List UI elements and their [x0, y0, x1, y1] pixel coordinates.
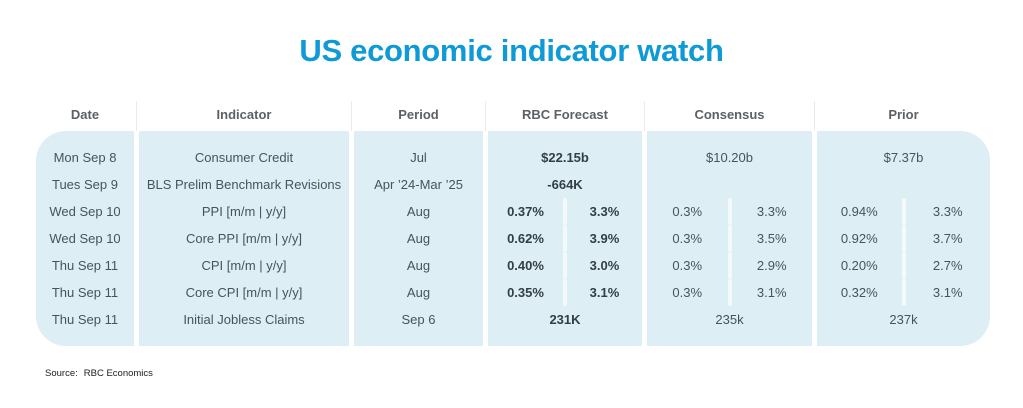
value-mm: 0.20%	[840, 258, 878, 273]
table-cell: Initial Jobless Claims	[183, 312, 305, 327]
source-value: RBC Economics	[83, 368, 153, 379]
table-cell: 0.3% 2.9%	[647, 252, 812, 279]
table-cell: 235k	[715, 312, 744, 327]
value-mm: 0.3%	[672, 231, 703, 246]
table-cell: Mon Sep 8	[53, 150, 117, 165]
value-yy: 3.9%	[589, 231, 620, 246]
table-cell: Aug	[406, 204, 431, 219]
table-cell: Tues Sep 9	[51, 177, 118, 192]
table-cell: 0.3% 3.5%	[647, 225, 812, 252]
table-cell: 0.35% 3.1%	[488, 279, 642, 306]
table-cell: Aug	[406, 258, 431, 273]
value-yy: 3.0%	[589, 258, 620, 273]
column-header-date: Date	[36, 98, 137, 131]
table-cell: Core CPI [m/m | y/y]	[185, 285, 303, 300]
table-cell: Consumer Credit	[194, 150, 294, 165]
table-cell: Apr ’24-Mar ’25	[374, 177, 463, 192]
table-header-row: Date Indicator Period RBC Forecast Conse…	[36, 98, 990, 131]
value-mm: 0.92%	[840, 231, 878, 246]
column-date: Mon Sep 8 Tues Sep 9 Wed Sep 10 Wed Sep …	[36, 131, 134, 346]
subcolumn-divider	[563, 279, 567, 306]
table-cell: Jul	[410, 150, 427, 165]
column-consensus: $10.20b 0.3% 3.3% 0.3% 3.5% 0.3% 2.9% 0.3% 3…	[647, 131, 812, 346]
subcolumn-divider	[901, 198, 906, 225]
column-header-rbc-forecast: RBC Forecast	[488, 98, 645, 131]
column-header-indicator: Indicator	[139, 98, 352, 131]
value-yy: 3.1%	[589, 285, 620, 300]
value-yy: 3.3%	[589, 204, 620, 219]
table-cell: Aug	[406, 285, 431, 300]
subcolumn-divider	[901, 225, 906, 252]
table-cell: Core PPI [m/m | y/y]	[185, 231, 303, 246]
column-header-prior: Prior	[888, 107, 919, 122]
table-cell: Aug	[406, 231, 431, 246]
table-body: Mon Sep 8 Tues Sep 9 Wed Sep 10 Wed Sep …	[36, 131, 990, 346]
subcolumn-divider	[563, 252, 567, 279]
column-header-consensus: Consensus	[647, 98, 815, 131]
subcolumn-divider	[901, 279, 906, 306]
table-cell: $7.37b	[883, 150, 924, 165]
table-cell: $22.15b	[541, 150, 589, 165]
value-mm: 0.3%	[672, 285, 703, 300]
value-yy: 3.7%	[932, 231, 963, 246]
table-cell: 0.37% 3.3%	[488, 198, 642, 225]
subcolumn-divider	[901, 252, 906, 279]
value-mm: 0.37%	[507, 204, 544, 219]
table-cell	[647, 171, 812, 198]
table-cell: Thu Sep 11	[51, 312, 119, 327]
value-mm: 0.62%	[507, 231, 544, 246]
value-yy: 2.7%	[932, 258, 963, 273]
subcolumn-divider	[727, 198, 732, 225]
table-cell: 0.3% 3.3%	[647, 198, 812, 225]
page-title: US economic indicator watch	[299, 33, 724, 68]
column-period: Jul Apr ’24-Mar ’25 Aug Aug Aug Aug Sep …	[354, 131, 483, 346]
value-yy: 3.5%	[756, 231, 787, 246]
value-mm: 0.3%	[672, 258, 703, 273]
table-cell	[817, 171, 990, 198]
table-cell: Wed Sep 10	[49, 204, 121, 219]
value-yy: 3.3%	[756, 204, 787, 219]
source-note: Source: RBC Economics	[45, 368, 153, 379]
table-cell: Thu Sep 11	[51, 285, 119, 300]
column-rbc-forecast: $22.15b -664K 0.37% 3.3% 0.62% 3.9% 0.40% 3…	[488, 131, 642, 346]
table-cell: 0.40% 3.0%	[488, 252, 642, 279]
table-cell: Thu Sep 11	[51, 258, 119, 273]
table-cell: 0.3% 3.1%	[647, 279, 812, 306]
value-mm: 0.40%	[507, 258, 544, 273]
table-cell: 0.32% 3.1%	[817, 279, 990, 306]
table-cell: -664K	[547, 177, 583, 192]
table-cell: Wed Sep 10	[49, 231, 121, 246]
column-indicator: Consumer Credit BLS Prelim Benchmark Rev…	[139, 131, 349, 346]
table-cell: 0.94% 3.3%	[817, 198, 990, 225]
table-cell: $10.20b	[706, 150, 753, 165]
subcolumn-divider	[563, 225, 567, 252]
column-header-period: Period	[354, 98, 486, 131]
table-cell: BLS Prelim Benchmark Revisions	[146, 177, 342, 192]
value-yy: 3.1%	[932, 285, 963, 300]
table-cell: 231K	[549, 312, 581, 327]
column-prior: $7.37b 0.94% 3.3% 0.92% 3.7% 0.20% 2.7% 0.3…	[817, 131, 990, 346]
table-cell: PPI [m/m | y/y]	[201, 204, 287, 219]
subcolumn-divider	[727, 279, 732, 306]
value-mm: 0.35%	[507, 285, 544, 300]
value-mm: 0.3%	[672, 204, 703, 219]
subcolumn-divider	[727, 225, 732, 252]
value-yy: 2.9%	[756, 258, 787, 273]
table-cell: 0.20% 2.7%	[817, 252, 990, 279]
table-cell: CPI [m/m | y/y]	[201, 258, 287, 273]
subcolumn-divider	[563, 198, 567, 225]
table-cell: 0.92% 3.7%	[817, 225, 990, 252]
source-label: Source:	[45, 368, 78, 379]
table-cell: Sep 6	[401, 312, 436, 327]
value-yy: 3.3%	[932, 204, 963, 219]
value-mm: 0.32%	[840, 285, 878, 300]
table-cell: 237k	[889, 312, 918, 327]
table-cell: 0.62% 3.9%	[488, 225, 642, 252]
subcolumn-divider	[727, 252, 732, 279]
value-yy: 3.1%	[756, 285, 787, 300]
value-mm: 0.94%	[840, 204, 878, 219]
